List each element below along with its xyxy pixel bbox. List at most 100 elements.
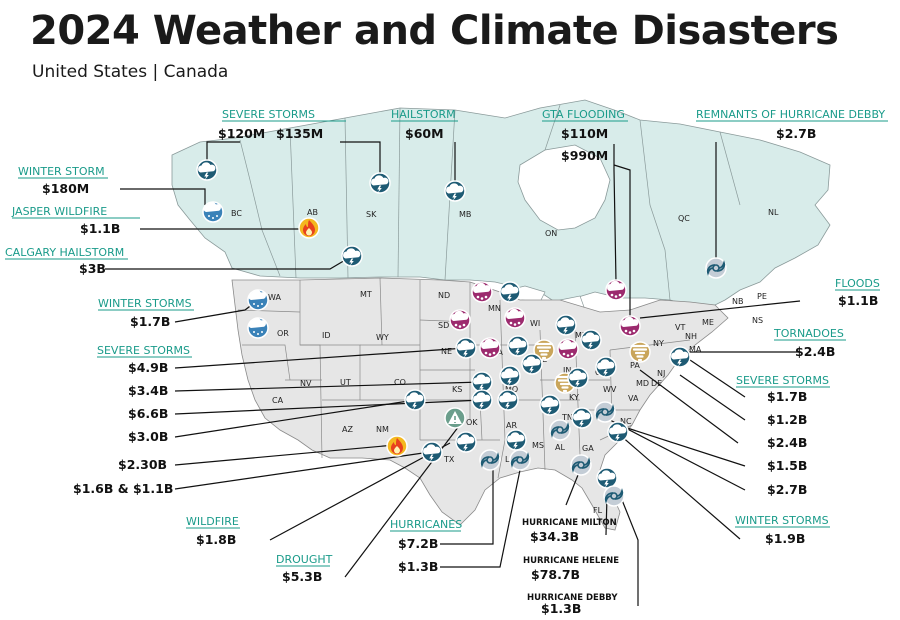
- hurricanes-amount1: $7.2B: [398, 536, 438, 551]
- label-nc: NC: [620, 417, 632, 426]
- debby-remnants-label: REMNANTS OF HURRICANE DEBBY: [696, 108, 885, 121]
- storm-marker-mo: [499, 365, 521, 387]
- winter-marker-wa: [247, 289, 269, 311]
- label-mo: MO: [505, 385, 518, 394]
- debby-label: HURRICANE DEBBY: [527, 593, 618, 603]
- label-va: VA: [628, 394, 639, 403]
- storm-marker-mn1: [499, 281, 521, 303]
- hurricane-marker-tx: [479, 449, 501, 471]
- storm-marker-mi: [580, 329, 602, 351]
- gta-second-amount: $990M: [561, 148, 608, 163]
- label-sk: SK: [366, 210, 377, 219]
- winter-storms-w-label: WINTER STORMS: [98, 297, 192, 310]
- hurricanes-label: HURRICANES: [390, 518, 462, 531]
- label-id: ID: [322, 331, 331, 340]
- hail-marker-calgary: [341, 245, 363, 267]
- label-wv: WV: [603, 385, 617, 394]
- label-me: ME: [702, 318, 714, 327]
- label-az: AZ: [342, 425, 353, 434]
- jasper-wildfire-amount: $1.1B: [80, 221, 120, 236]
- fire-marker-ab: [298, 217, 320, 239]
- canada-province-labels: BC AB SK MB ON QC NL NB PE NS: [231, 208, 779, 325]
- label-ut: UT: [340, 378, 351, 387]
- label-ms: MS: [532, 441, 544, 450]
- label-nv: NV: [300, 379, 312, 388]
- severe-storms-ca-label: SEVERE STORMS: [222, 108, 315, 121]
- storm-marker-nc: [607, 421, 629, 443]
- label-nm: NM: [376, 425, 389, 434]
- label-nh: NH: [685, 332, 697, 341]
- hail-marker-on: [605, 279, 627, 301]
- hail-marker-gta: [619, 315, 641, 337]
- calgary-hailstorm-label: CALGARY HAILSTORM: [5, 246, 124, 259]
- label-wy: WY: [376, 333, 389, 342]
- label-ks: KS: [452, 385, 462, 394]
- hailstorm-label: HAILSTORM: [391, 108, 456, 121]
- severe-storms-us-amount-5: $1.6B & $1.1B: [73, 481, 173, 496]
- storm-marker-fl: [596, 467, 618, 489]
- severe-storms-e-amount-1: $1.2B: [767, 412, 807, 427]
- winter-marker-or: [247, 317, 269, 339]
- label-nl: NL: [768, 208, 779, 217]
- winter-marker-bc: [202, 201, 224, 223]
- severe-storms-ca-amount1: $120M: [218, 126, 265, 141]
- label-mn: MN: [488, 304, 501, 313]
- milton-amount: $34.3B: [530, 529, 579, 544]
- severe-storms-us-label: SEVERE STORMS: [97, 344, 190, 357]
- storm-marker-tx1: [455, 431, 477, 453]
- label-nj: NJ: [657, 369, 665, 378]
- canada-province-borders: [239, 104, 741, 301]
- storm-marker-oh: [595, 356, 617, 378]
- label-ky: KY: [569, 393, 579, 402]
- hurricane-marker-la: [509, 449, 531, 471]
- label-ab: AB: [307, 208, 318, 217]
- helene-amount: $78.7B: [531, 567, 580, 582]
- label-mb: MB: [459, 210, 471, 219]
- label-ca: CA: [272, 396, 284, 405]
- label-sd: SD: [438, 321, 449, 330]
- label-mi: MI: [575, 331, 584, 340]
- storm-marker-co: [404, 389, 426, 411]
- tornadoes-amount: $2.4B: [795, 344, 835, 359]
- debby-remnants-amount: $2.7B: [776, 126, 816, 141]
- label-nb: NB: [732, 297, 743, 306]
- floods-label: FLOODS: [835, 277, 880, 290]
- label-ga: GA: [582, 444, 594, 453]
- milton-label: HURRICANE MILTON: [522, 518, 617, 528]
- severe-storms-ca-amount2: $135M: [276, 126, 323, 141]
- wildfire-amount: $1.8B: [196, 532, 236, 547]
- label-co: CO: [394, 378, 406, 387]
- drought-marker-ok: [444, 407, 466, 429]
- storm-marker-tn2: [571, 407, 593, 429]
- storm-marker-bc: [196, 159, 218, 181]
- page-subtitle: United States | Canada: [32, 62, 229, 82]
- hail-marker-mb: [444, 180, 466, 202]
- winter-storm-label: WINTER STORM: [18, 165, 105, 178]
- label-on: ON: [545, 229, 557, 238]
- severe-storms-e-amount-2: $2.4B: [767, 435, 807, 450]
- floods-amount: $1.1B: [838, 293, 878, 308]
- severe-storms-us-amount-1: $3.4B: [128, 383, 168, 398]
- helene-label: HURRICANE HELENE: [523, 556, 619, 566]
- label-wa: WA: [268, 293, 281, 302]
- label-pe: PE: [757, 292, 767, 301]
- label-bc: BC: [231, 209, 242, 218]
- severe-storms-us-amount-3: $3.0B: [128, 429, 168, 444]
- label-mt: MT: [360, 290, 372, 299]
- drought-label: DROUGHT: [276, 553, 333, 566]
- storm-marker-il: [521, 353, 543, 375]
- hurricanes-amount2: $1.3B: [398, 559, 438, 574]
- storm-marker-ia: [507, 335, 529, 357]
- storm-marker-ks: [471, 371, 493, 393]
- page-title: 2024 Weather and Climate Disasters: [30, 8, 839, 54]
- calgary-hailstorm-amount: $3B: [79, 261, 106, 276]
- label-tn: TN: [561, 413, 573, 422]
- storm-marker-tn: [539, 394, 561, 416]
- label-ne: NE: [441, 347, 452, 356]
- severe-storms-us-amount-4: $2.30B: [118, 457, 167, 472]
- gta-flooding-label: GTA FLOODING: [542, 108, 625, 121]
- label-qc: QC: [678, 214, 690, 223]
- severe-storms-us-amount-2: $6.6B: [128, 406, 168, 421]
- label-ns: NS: [752, 316, 763, 325]
